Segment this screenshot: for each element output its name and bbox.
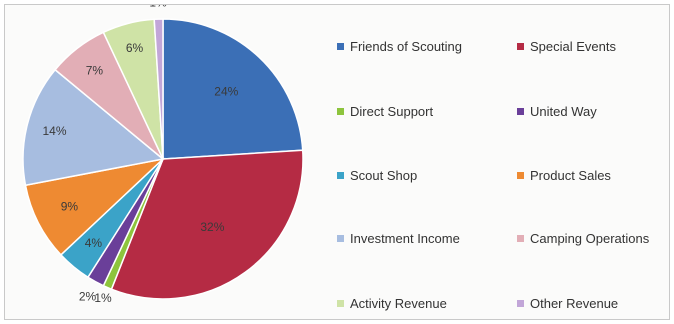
slice-label-special-events: 32% bbox=[200, 220, 224, 234]
legend-item-friends-of-scouting: Friends of Scouting bbox=[337, 39, 462, 54]
legend-label-friends-of-scouting: Friends of Scouting bbox=[350, 39, 462, 54]
chart-frame: 24%32%1%2%4%9%14%7%6%1% Friends of Scout… bbox=[4, 4, 670, 320]
legend-swatch-investment-income bbox=[337, 235, 344, 242]
legend-label-direct-support: Direct Support bbox=[350, 104, 433, 119]
legend-item-special-events: Special Events bbox=[517, 39, 616, 54]
legend-swatch-united-way bbox=[517, 108, 524, 115]
legend-label-united-way: United Way bbox=[530, 104, 597, 119]
slice-label-investment-income: 14% bbox=[42, 124, 66, 138]
legend-swatch-direct-support bbox=[337, 108, 344, 115]
slice-label-friends-of-scouting: 24% bbox=[214, 85, 238, 99]
legend-item-investment-income: Investment Income bbox=[337, 231, 460, 246]
slice-label-product-sales: 9% bbox=[61, 200, 79, 214]
legend-label-other-revenue: Other Revenue bbox=[530, 296, 618, 311]
pie-slice-special-events bbox=[110, 149, 304, 300]
legend-item-camping-operations: Camping Operations bbox=[517, 231, 650, 246]
pie-slice-other-revenue bbox=[153, 18, 164, 160]
legend-swatch-special-events bbox=[517, 43, 524, 50]
legend-item-activity-revenue: Activity Revenue bbox=[337, 296, 447, 311]
legend-swatch-friends-of-scouting bbox=[337, 43, 344, 50]
slice-label-activity-revenue: 6% bbox=[126, 41, 144, 55]
legend-item-united-way: United Way bbox=[517, 104, 597, 119]
legend-label-camping-operations: Camping Operations bbox=[530, 231, 650, 246]
legend-item-direct-support: Direct Support bbox=[337, 104, 433, 119]
legend-item-scout-shop: Scout Shop bbox=[337, 168, 417, 183]
pie-slice-friends-of-scouting bbox=[162, 18, 304, 160]
legend-label-product-sales: Product Sales bbox=[530, 168, 611, 183]
pie-chart: 24%32%1%2%4%9%14%7%6%1% Friends of Scout… bbox=[22, 5, 650, 311]
legend-swatch-scout-shop bbox=[337, 172, 344, 179]
legend-label-scout-shop: Scout Shop bbox=[350, 168, 417, 183]
legend-label-activity-revenue: Activity Revenue bbox=[350, 296, 447, 311]
pie-labels: 24%32%1%2%4%9%14%7%6%1% bbox=[42, 5, 238, 305]
legend: Friends of Scouting Special Events Direct … bbox=[337, 39, 650, 311]
slice-label-camping-operations: 7% bbox=[86, 64, 104, 78]
legend-label-special-events: Special Events bbox=[530, 39, 616, 54]
legend-swatch-product-sales bbox=[517, 172, 524, 179]
legend-swatch-activity-revenue bbox=[337, 300, 344, 307]
legend-swatch-camping-operations bbox=[517, 235, 524, 242]
pie-slice-product-sales bbox=[24, 157, 166, 256]
legend-item-product-sales: Product Sales bbox=[517, 168, 611, 183]
slice-label-united-way: 2% bbox=[79, 289, 97, 303]
legend-swatch-other-revenue bbox=[517, 300, 524, 307]
slice-label-direct-support: 1% bbox=[94, 291, 112, 305]
legend-label-investment-income: Investment Income bbox=[350, 231, 460, 246]
legend-item-other-revenue: Other Revenue bbox=[517, 296, 618, 311]
pie-slice-investment-income bbox=[22, 68, 165, 187]
pie-slices bbox=[22, 18, 304, 300]
slice-label-scout-shop: 4% bbox=[85, 236, 103, 250]
slice-label-other-revenue: 1% bbox=[149, 5, 167, 9]
